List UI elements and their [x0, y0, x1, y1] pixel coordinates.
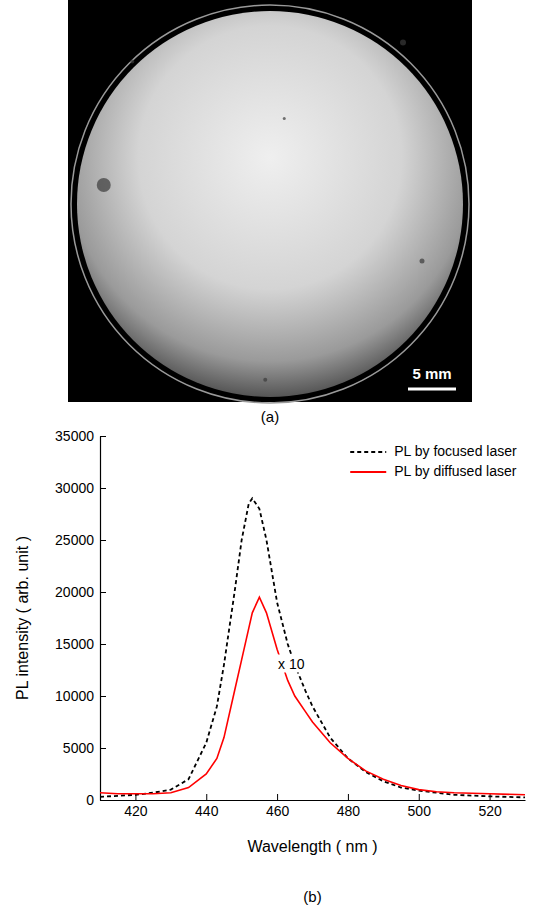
- y-axis: 0 5000 10000 15000 20000 25000 30000 35000: [55, 428, 106, 808]
- y-tick-mark: [100, 540, 106, 541]
- annotation-background: [276, 655, 307, 673]
- y-tick-mark: [100, 748, 106, 749]
- x-tick-label: 420: [124, 803, 148, 819]
- x-tick: 420: [124, 794, 148, 819]
- x-tick: 440: [195, 794, 219, 819]
- legend-swatch: [350, 471, 386, 473]
- y-axis-line: [100, 437, 101, 801]
- y-tick: 35000: [55, 428, 106, 444]
- y-tick-label: 0: [86, 792, 94, 808]
- y-tick-label: 30000: [55, 480, 94, 496]
- defect-spot: [97, 178, 111, 192]
- y-axis-title: PL intensity ( arb. unit ): [14, 536, 31, 700]
- x-tick: 520: [478, 794, 502, 819]
- y-tick-mark: [100, 488, 106, 489]
- defect-spot: [283, 117, 286, 120]
- x-tick-label: 440: [195, 803, 219, 819]
- x-tick-label: 460: [266, 803, 290, 819]
- x-tick-mark: [206, 794, 207, 800]
- x-tick-label: 500: [408, 803, 432, 819]
- x-axis: 420 440 460 480 500 520: [101, 794, 526, 819]
- plot-area: [100, 498, 525, 797]
- y-tick-label: 5000: [63, 740, 94, 756]
- y-tick-mark: [100, 592, 106, 593]
- panel-label: (b): [303, 888, 321, 905]
- y-tick-label: 15000: [55, 636, 94, 652]
- y-tick: 15000: [55, 636, 106, 652]
- series-line: [100, 597, 525, 795]
- wafer: [77, 11, 463, 397]
- x-tick-mark: [419, 794, 420, 800]
- x-tick: 480: [337, 794, 361, 819]
- y-tick: 20000: [55, 584, 106, 600]
- y-tick-label: 10000: [55, 688, 94, 704]
- x-tick: 460: [266, 794, 290, 819]
- defect-spot: [263, 378, 267, 382]
- scale-bar: [408, 388, 456, 391]
- legend-item: PL by focused laser: [350, 443, 517, 459]
- x-tick-label: 520: [478, 803, 502, 819]
- defect-spot: [130, 60, 134, 64]
- y-tick-label: 20000: [55, 584, 94, 600]
- annotation-text: x 10: [278, 656, 305, 672]
- defect-spot: [400, 40, 406, 46]
- y-tick-mark: [100, 696, 106, 697]
- y-tick-mark: [100, 436, 106, 437]
- x-tick-mark: [277, 794, 278, 800]
- photo-panel: 5 mm: [68, 0, 472, 403]
- figure: 5 mm (a) 420 440 460 480 500 520 0 5000 10000 15000…: [0, 0, 539, 917]
- panel-label: (a): [261, 408, 279, 425]
- y-tick: 25000: [55, 532, 106, 548]
- y-tick: 0: [86, 792, 106, 808]
- annotation: x 10: [276, 655, 307, 673]
- legend-item: PL by diffused laser: [350, 463, 517, 479]
- x-axis-title: Wavelength ( nm ): [247, 838, 377, 855]
- photo-background: [68, 0, 472, 402]
- x-axis-line: [101, 800, 526, 801]
- y-tick: 5000: [63, 740, 106, 756]
- y-tick-label: 25000: [55, 532, 94, 548]
- y-tick: 30000: [55, 480, 106, 496]
- series-line: [100, 498, 525, 797]
- x-tick-mark: [348, 794, 349, 800]
- x-tick: 500: [408, 794, 432, 819]
- y-tick-mark: [100, 644, 106, 645]
- y-tick-label: 35000: [55, 428, 94, 444]
- legend-label: PL by focused laser: [394, 443, 517, 459]
- defect-spot: [420, 259, 425, 264]
- legend-swatch: [350, 451, 386, 453]
- x-tick-label: 480: [337, 803, 361, 819]
- legend-label: PL by diffused laser: [394, 463, 517, 479]
- y-tick-mark: [100, 800, 106, 801]
- legend: PL by focused laser PL by diffused laser: [350, 443, 517, 479]
- wafer-rim: [71, 5, 469, 403]
- y-tick: 10000: [55, 688, 106, 704]
- scale-bar-label: 5 mm: [412, 365, 451, 382]
